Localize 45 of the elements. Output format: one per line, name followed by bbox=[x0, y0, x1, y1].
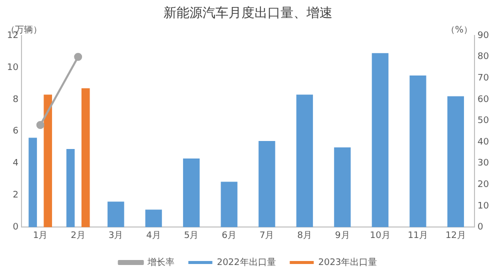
y-tick-label: 10 bbox=[7, 62, 19, 73]
bar bbox=[447, 96, 464, 228]
bar bbox=[372, 53, 388, 228]
y2-tick-label: 20 bbox=[478, 180, 490, 190]
x-tick-label: 7月 bbox=[260, 230, 274, 241]
x-tick-label: 2月 bbox=[70, 230, 86, 241]
legend-label: 增长率 bbox=[146, 256, 174, 268]
legend-label: 2023年出口量 bbox=[318, 256, 378, 268]
y2-tick-label: 10 bbox=[478, 201, 490, 212]
legend-label: 2022年出口量 bbox=[216, 256, 276, 268]
y2-tick-label: 90 bbox=[478, 30, 490, 41]
x-tick-label: 11月 bbox=[408, 230, 428, 241]
bar bbox=[81, 88, 90, 228]
bar bbox=[410, 76, 426, 228]
y2-tick-label: 30 bbox=[478, 158, 490, 169]
y2-tick-label: 0 bbox=[478, 222, 484, 233]
x-tick-label: 5月 bbox=[184, 230, 199, 241]
bar bbox=[44, 94, 52, 228]
x-tick-label: 3月 bbox=[108, 230, 124, 241]
bar bbox=[108, 202, 124, 228]
bar bbox=[258, 140, 276, 228]
x-tick-label: 10月 bbox=[370, 230, 390, 241]
x-tick-label: 12月 bbox=[445, 230, 466, 241]
x-tick-label: 6月 bbox=[222, 230, 236, 241]
y2-axis-title: （%） bbox=[446, 25, 473, 36]
y-tick-label: 4 bbox=[12, 158, 19, 169]
x-tick-label: 8月 bbox=[297, 230, 312, 241]
y2-tick-label: 80 bbox=[478, 52, 490, 62]
bar bbox=[220, 182, 238, 228]
y2-tick-label: 70 bbox=[478, 74, 490, 84]
y-tick-label: 0 bbox=[12, 222, 19, 233]
bar bbox=[183, 158, 200, 228]
y-tick-label: 2 bbox=[12, 190, 18, 201]
chart-title: 新能源汽车月度出口量、增速 bbox=[164, 5, 332, 22]
bar bbox=[145, 210, 162, 228]
bar bbox=[334, 147, 351, 228]
y2-tick-label: 50 bbox=[478, 116, 490, 126]
y-tick-label: 6 bbox=[12, 126, 19, 137]
bar bbox=[296, 94, 313, 228]
x-tick-label: 4月 bbox=[146, 230, 161, 241]
y2-tick-label: 60 bbox=[478, 94, 490, 105]
x-tick-label: 9月 bbox=[335, 230, 350, 241]
y2-tick-label: 40 bbox=[478, 137, 490, 148]
y-tick-label: 8 bbox=[12, 94, 19, 105]
x-tick-label: 1月 bbox=[32, 230, 48, 241]
